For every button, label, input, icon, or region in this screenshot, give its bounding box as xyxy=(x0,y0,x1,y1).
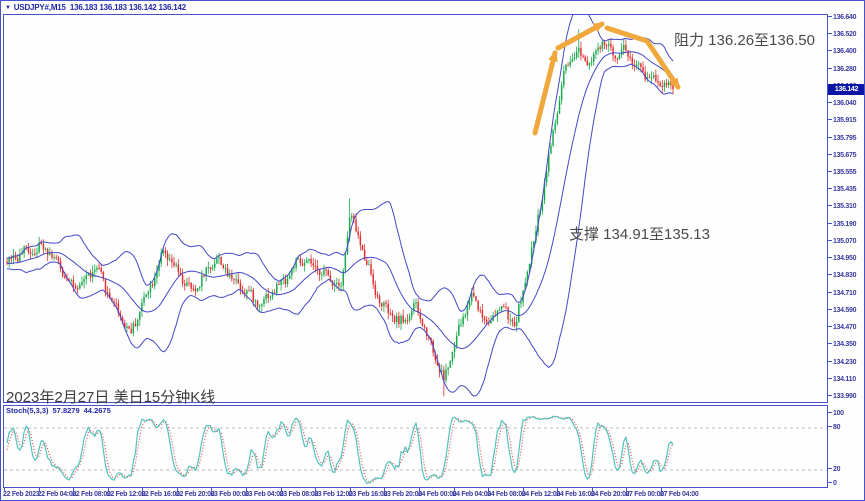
price-tick-label: 134.590 xyxy=(828,307,857,314)
price-tick-label: 135.555 xyxy=(828,169,857,176)
current-price-tag: 136.142 xyxy=(828,83,864,95)
time-axis-label: 23 Feb 20:00 xyxy=(383,488,422,498)
time-axis-label: 23 Feb 08:00 xyxy=(280,488,318,498)
time-axis-label: 22 Feb 20:00 xyxy=(176,488,215,498)
price-tick-label: 133.990 xyxy=(828,393,857,400)
price-tick-label: 135.795 xyxy=(828,135,857,142)
time-axis-label: 27 Feb 04:00 xyxy=(660,488,699,498)
chart-title-quotes: 136.183 136.183 136.142 136.142 xyxy=(69,3,186,12)
price-tick-label: 135.070 xyxy=(828,238,857,245)
stoch-axis-label: 100 xyxy=(828,410,844,417)
chart-title-bar: ▼ USDJPY#,M15 136.183 136.183 136.142 136… xyxy=(5,3,186,14)
stoch-value-main: 57.8279 xyxy=(52,406,80,415)
time-axis-label: 22 Feb 12:00 xyxy=(107,488,145,498)
annotation-resistance[interactable]: 阻力 136.26至136.50 xyxy=(674,32,815,49)
price-tick-label: 135.310 xyxy=(828,203,857,210)
annotation-date-note[interactable]: 2023年2月27日 美日15分钟K线 xyxy=(6,389,216,406)
price-tick-label: 134.470 xyxy=(828,324,857,331)
time-axis-label: 24 Feb 08:00 xyxy=(487,488,526,498)
time-axis-label: 24 Feb 12:00 xyxy=(522,488,560,498)
main-chart-canvas[interactable] xyxy=(4,15,827,402)
time-axis-label: 22 Feb 04:00 xyxy=(38,488,76,498)
price-tick-label: 135.190 xyxy=(828,221,857,228)
stochastic-frame xyxy=(3,405,828,488)
price-tick-label: 136.400 xyxy=(828,48,857,55)
time-axis-label: 23 Feb 16:00 xyxy=(349,488,388,498)
price-tick-label: 134.350 xyxy=(828,341,857,348)
price-tick-label: 134.110 xyxy=(828,376,856,383)
time-axis-label: 27 Feb 00:00 xyxy=(625,488,664,498)
main-chart-frame xyxy=(3,14,828,403)
price-tick-label: 135.675 xyxy=(828,152,857,159)
price-tick-label: 134.230 xyxy=(828,359,857,366)
price-tick-label: 135.915 xyxy=(828,117,857,124)
stochastic-canvas[interactable] xyxy=(4,406,827,487)
stoch-axis-label: 80 xyxy=(828,424,840,431)
price-tick-label: 136.520 xyxy=(828,31,857,38)
time-axis-label: 22 Feb 2023 xyxy=(3,488,40,498)
price-tick-label: 136.280 xyxy=(828,66,857,73)
time-axis-label: 23 Feb 12:00 xyxy=(314,488,353,498)
stoch-indicator-label: Stoch(5,3,3) 57.8279 44.2675 xyxy=(6,406,115,415)
chart-title-symbol: USDJPY#,M15 xyxy=(13,3,66,12)
symbol-dropdown-icon[interactable]: ▼ xyxy=(5,5,11,11)
stoch-axis-label: 20 xyxy=(828,466,840,473)
time-axis-label: 24 Feb 00:00 xyxy=(418,488,457,498)
price-tick-label: 136.040 xyxy=(828,100,857,107)
stoch-name: Stoch(5,3,3) xyxy=(6,406,49,415)
price-tick-label: 136.640 xyxy=(828,14,857,21)
time-axis-label: 23 Feb 04:00 xyxy=(245,488,284,498)
time-axis-label: 24 Feb 04:00 xyxy=(453,488,491,498)
time-axis-label: 22 Feb 16:00 xyxy=(141,488,180,498)
time-axis-label: 24 Feb 16:00 xyxy=(556,488,595,498)
annotation-support[interactable]: 支撑 134.91至135.13 xyxy=(569,226,710,243)
price-tick-label: 135.435 xyxy=(828,186,857,193)
price-tick-label: 134.830 xyxy=(828,272,857,279)
price-tick-label: 134.950 xyxy=(828,255,857,262)
stoch-value-signal: 44.2675 xyxy=(83,406,111,415)
time-axis-label: 22 Feb 08:00 xyxy=(72,488,111,498)
stoch-axis-label: 0 xyxy=(828,480,837,487)
time-axis-label: 23 Feb 00:00 xyxy=(210,488,249,498)
price-axis[interactable]: 136.640136.520136.400136.280136.160136.0… xyxy=(828,1,864,500)
price-tick-label: 134.710 xyxy=(828,290,857,297)
time-axis-label: 24 Feb 20:00 xyxy=(591,488,630,498)
time-axis[interactable]: 22 Feb 2023 22 Feb 04:00 22 Feb 08:00 22 Fe… xyxy=(1,488,829,500)
